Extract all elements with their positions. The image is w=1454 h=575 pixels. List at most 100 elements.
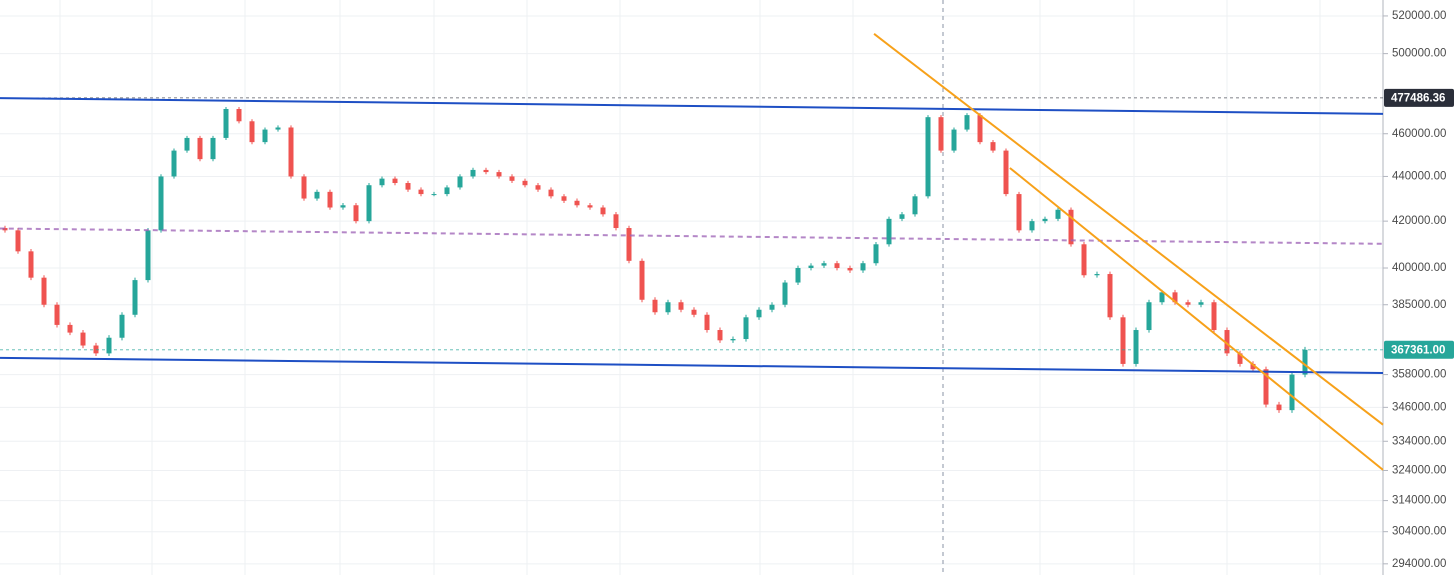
candle-body bbox=[418, 189, 424, 195]
candle-body bbox=[1237, 353, 1243, 364]
candle-body bbox=[730, 339, 736, 341]
candle-body bbox=[665, 302, 671, 313]
candle-body bbox=[197, 137, 203, 160]
trend-line bbox=[0, 356, 1384, 374]
candle-body bbox=[1211, 302, 1217, 331]
candle-body bbox=[1276, 404, 1282, 411]
candle-body bbox=[1133, 330, 1139, 364]
candle-body bbox=[28, 251, 34, 278]
candle-body bbox=[132, 280, 138, 315]
candle-body bbox=[938, 117, 944, 151]
candle-body bbox=[834, 263, 840, 269]
candle-body bbox=[145, 230, 151, 281]
candle-body bbox=[431, 194, 437, 196]
candle-body bbox=[119, 314, 125, 338]
price-label-box bbox=[1384, 88, 1454, 107]
price-label: 477486.36 bbox=[1391, 92, 1445, 104]
candle-body bbox=[457, 176, 463, 188]
candle-body bbox=[717, 330, 723, 341]
candle-body bbox=[899, 214, 905, 219]
candle-body bbox=[769, 304, 775, 310]
candle-body bbox=[223, 108, 229, 138]
vertical-grid bbox=[59, 0, 1321, 575]
candle-body bbox=[795, 268, 801, 283]
candle-body bbox=[1107, 274, 1113, 318]
y-tick-label: 385000.00 bbox=[1392, 299, 1446, 311]
candle-body bbox=[1081, 244, 1087, 276]
candle-body bbox=[1042, 218, 1048, 222]
trend-line bbox=[0, 97, 1384, 115]
candle-body bbox=[353, 205, 359, 222]
candle-body bbox=[496, 172, 502, 177]
candle-body bbox=[158, 176, 164, 231]
y-tick-label: 500000.00 bbox=[1392, 48, 1446, 60]
candle-body bbox=[691, 309, 697, 315]
candles bbox=[2, 106, 1308, 413]
y-tick-label: 400000.00 bbox=[1392, 262, 1446, 274]
candle-body bbox=[990, 142, 996, 151]
candle-body bbox=[1159, 292, 1165, 303]
y-tick-label: 440000.00 bbox=[1392, 170, 1446, 182]
candle-body bbox=[652, 299, 658, 313]
candle-body bbox=[678, 302, 684, 310]
candle-body bbox=[366, 185, 372, 222]
candle-body bbox=[15, 230, 21, 252]
candle-body bbox=[886, 218, 892, 245]
candle-body bbox=[925, 117, 931, 197]
candle-body bbox=[548, 189, 554, 197]
candle-body bbox=[847, 268, 853, 271]
candle-body bbox=[171, 150, 177, 177]
candle-body bbox=[1289, 374, 1295, 411]
candle-body bbox=[1003, 150, 1009, 195]
candle-body bbox=[873, 244, 879, 264]
axis-panel bbox=[1383, 0, 1454, 575]
candle-body bbox=[1302, 349, 1308, 375]
candle-body bbox=[1172, 292, 1178, 303]
candle-body bbox=[483, 169, 489, 173]
candle-body bbox=[1250, 363, 1256, 370]
candle-body bbox=[379, 178, 385, 186]
candle-body bbox=[340, 205, 346, 208]
candle-body bbox=[1055, 209, 1061, 219]
candle-body bbox=[41, 277, 47, 305]
y-tick-label: 304000.00 bbox=[1392, 526, 1446, 538]
y-tick-label: 460000.00 bbox=[1392, 128, 1446, 140]
candle-body bbox=[561, 196, 567, 201]
candle-body bbox=[301, 176, 307, 199]
candle-body bbox=[392, 178, 398, 184]
y-tick-label: 346000.00 bbox=[1392, 401, 1446, 413]
candle-body bbox=[587, 205, 593, 208]
candle-body bbox=[1185, 302, 1191, 305]
candle-body bbox=[1029, 221, 1035, 231]
candle-body bbox=[2, 228, 8, 231]
candle-body bbox=[1146, 302, 1152, 331]
candle-body bbox=[977, 115, 983, 143]
candle-body bbox=[405, 183, 411, 190]
candle-body bbox=[509, 176, 515, 181]
candle-body bbox=[535, 185, 541, 190]
candle-body bbox=[613, 214, 619, 229]
candle-body bbox=[964, 115, 970, 130]
candle-body bbox=[106, 337, 112, 354]
candle-body bbox=[600, 207, 606, 215]
candle-body bbox=[314, 191, 320, 199]
candle-body bbox=[821, 263, 827, 266]
candle-body bbox=[1016, 194, 1022, 231]
candle-body bbox=[262, 129, 268, 143]
candle-body bbox=[1120, 317, 1126, 364]
candle-body bbox=[782, 282, 788, 305]
candle-body bbox=[470, 169, 476, 177]
price-label: 367361.00 bbox=[1391, 344, 1445, 356]
candle-body bbox=[210, 137, 216, 160]
candle-body bbox=[574, 200, 580, 206]
candle-body bbox=[860, 263, 866, 271]
candle-body bbox=[275, 127, 281, 130]
candle-body bbox=[444, 187, 450, 195]
candle-body bbox=[80, 332, 86, 346]
y-tick-label: 358000.00 bbox=[1392, 369, 1446, 381]
candle-body bbox=[288, 127, 294, 177]
trend-line bbox=[873, 33, 1384, 426]
y-tick-label: 314000.00 bbox=[1392, 495, 1446, 507]
